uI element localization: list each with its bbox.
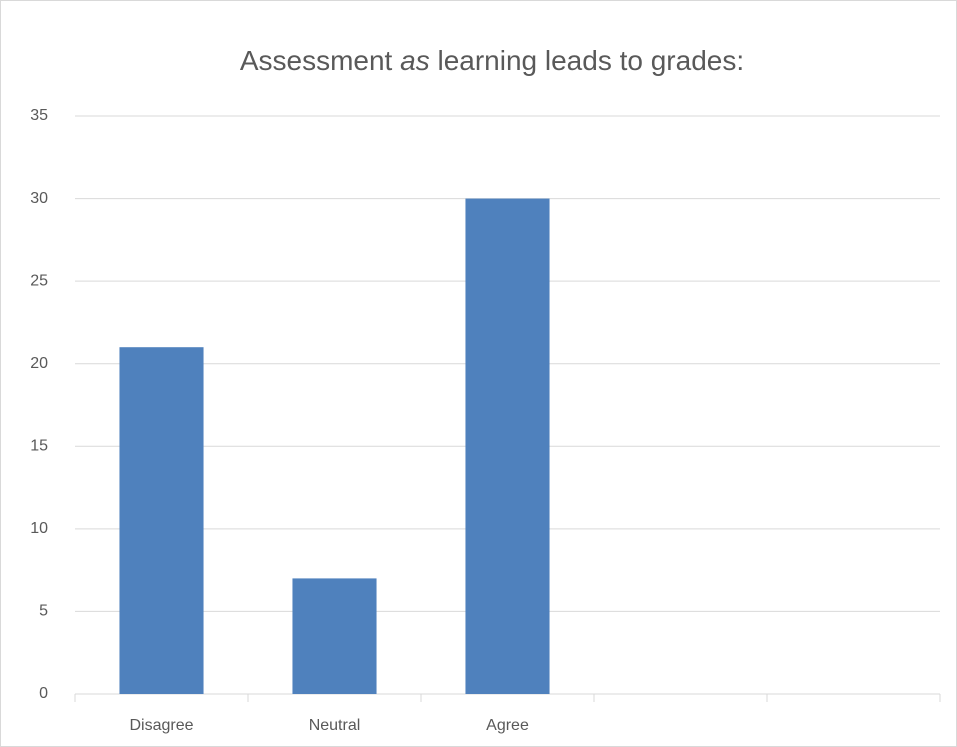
y-tick-label: 30 <box>30 190 48 207</box>
bar <box>465 198 550 695</box>
bar <box>119 347 204 694</box>
bar <box>292 578 377 694</box>
x-tick-label: Disagree <box>129 717 193 734</box>
chart-title: Assessment as learning leads to grades: <box>240 45 744 76</box>
y-tick-label: 5 <box>39 603 48 620</box>
title-part: Assessment <box>240 45 400 76</box>
x-tick-label: Neutral <box>309 717 361 734</box>
y-tick-label: 15 <box>30 438 48 455</box>
y-tick-label: 35 <box>30 107 48 124</box>
y-tick-label: 0 <box>39 685 48 702</box>
title-part: learning leads to grades: <box>430 45 744 76</box>
y-tick-label: 25 <box>30 272 48 289</box>
x-tick-label: Agree <box>486 717 529 734</box>
y-tick-label: 10 <box>30 520 48 537</box>
y-tick-label: 20 <box>30 355 48 372</box>
title-part: as <box>400 45 430 76</box>
